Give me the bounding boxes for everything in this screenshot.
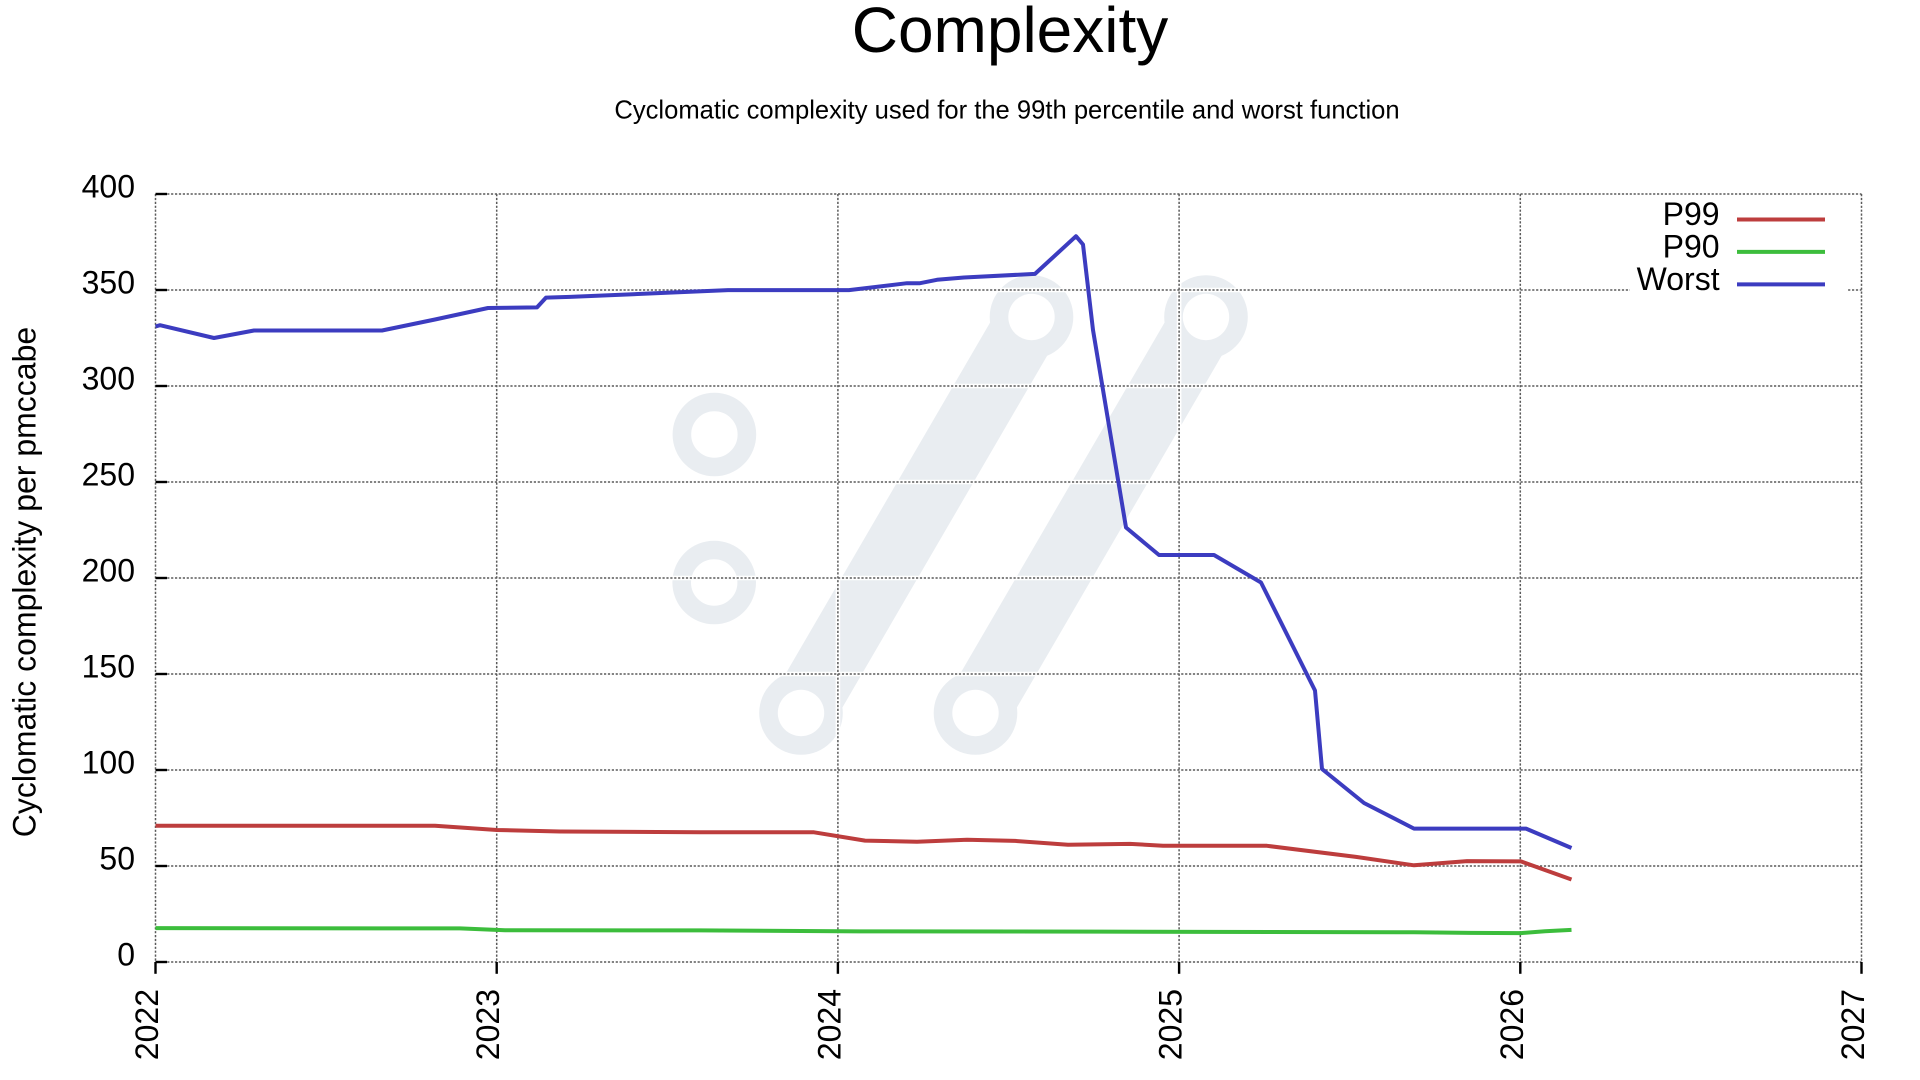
svg-text:Worst: Worst	[1637, 261, 1720, 297]
svg-text:100: 100	[82, 745, 135, 781]
svg-text:2027: 2027	[1835, 989, 1871, 1060]
svg-text:200: 200	[82, 553, 135, 589]
svg-text:150: 150	[82, 649, 135, 685]
svg-text:2023: 2023	[470, 989, 506, 1060]
svg-text:P90: P90	[1663, 228, 1720, 264]
svg-text:Cyclomatic complexity used for: Cyclomatic complexity used for the 99th …	[614, 97, 1399, 125]
svg-text:50: 50	[99, 841, 135, 877]
svg-text:0: 0	[117, 937, 135, 973]
svg-text:2022: 2022	[129, 989, 165, 1060]
svg-text:2026: 2026	[1494, 989, 1530, 1060]
svg-text:2025: 2025	[1153, 989, 1189, 1060]
svg-text:Complexity: Complexity	[852, 0, 1169, 66]
svg-text:400: 400	[82, 169, 135, 205]
svg-text:2024: 2024	[811, 989, 847, 1060]
svg-text:250: 250	[82, 457, 135, 493]
svg-text:P99: P99	[1663, 196, 1720, 232]
svg-text:350: 350	[82, 265, 135, 301]
svg-text:300: 300	[82, 361, 135, 397]
svg-text:Cyclomatic complexity per pmcc: Cyclomatic complexity per pmccabe	[7, 327, 43, 837]
